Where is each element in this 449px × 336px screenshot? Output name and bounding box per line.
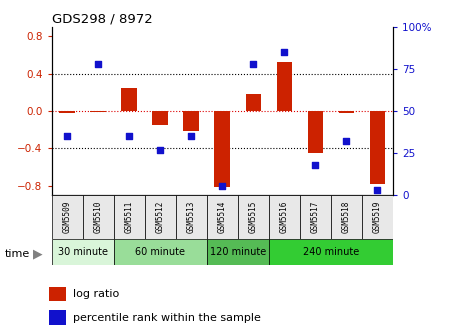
Bar: [90, 111, 106, 112]
FancyBboxPatch shape: [114, 239, 207, 265]
Text: percentile rank within the sample: percentile rank within the sample: [73, 312, 260, 323]
FancyBboxPatch shape: [52, 195, 83, 239]
Text: 60 minute: 60 minute: [135, 247, 185, 257]
Bar: [59, 111, 75, 113]
Text: GDS298 / 8972: GDS298 / 8972: [52, 13, 152, 26]
Text: GSM5513: GSM5513: [187, 201, 196, 233]
Bar: [370, 111, 385, 184]
FancyBboxPatch shape: [114, 195, 145, 239]
Text: 120 minute: 120 minute: [210, 247, 266, 257]
Text: GSM5518: GSM5518: [342, 201, 351, 233]
Text: ▶: ▶: [33, 247, 42, 260]
Bar: [153, 111, 168, 125]
Text: GSM5512: GSM5512: [156, 201, 165, 233]
FancyBboxPatch shape: [145, 195, 176, 239]
FancyBboxPatch shape: [331, 195, 362, 239]
Bar: [277, 62, 292, 111]
Bar: [246, 94, 261, 111]
Text: GSM5517: GSM5517: [311, 201, 320, 233]
Text: GSM5510: GSM5510: [94, 201, 103, 233]
Point: [374, 187, 381, 193]
Bar: [308, 111, 323, 153]
Text: 30 minute: 30 minute: [57, 247, 108, 257]
Text: time: time: [4, 249, 30, 259]
Point: [250, 61, 257, 67]
Text: GSM5515: GSM5515: [249, 201, 258, 233]
FancyBboxPatch shape: [176, 195, 207, 239]
FancyBboxPatch shape: [362, 195, 393, 239]
Text: 240 minute: 240 minute: [303, 247, 359, 257]
Point: [281, 49, 288, 55]
Point: [126, 133, 133, 139]
FancyBboxPatch shape: [238, 195, 269, 239]
FancyBboxPatch shape: [83, 195, 114, 239]
Point: [312, 162, 319, 167]
FancyBboxPatch shape: [52, 239, 114, 265]
FancyBboxPatch shape: [207, 239, 269, 265]
FancyBboxPatch shape: [300, 195, 331, 239]
Point: [343, 138, 350, 144]
Bar: [215, 111, 230, 187]
Text: GSM5516: GSM5516: [280, 201, 289, 233]
Point: [64, 133, 71, 139]
FancyBboxPatch shape: [269, 239, 393, 265]
Point: [157, 147, 164, 152]
Bar: [49, 310, 66, 325]
Point: [219, 184, 226, 189]
Text: GSM5511: GSM5511: [125, 201, 134, 233]
FancyBboxPatch shape: [207, 195, 238, 239]
Bar: [184, 111, 199, 131]
Text: log ratio: log ratio: [73, 289, 119, 299]
Text: GSM5514: GSM5514: [218, 201, 227, 233]
Bar: [49, 287, 66, 301]
FancyBboxPatch shape: [269, 195, 300, 239]
Text: GSM5509: GSM5509: [63, 201, 72, 233]
Text: GSM5519: GSM5519: [373, 201, 382, 233]
Bar: [339, 111, 354, 113]
Point: [188, 133, 195, 139]
Point: [95, 61, 102, 67]
Bar: [121, 88, 137, 111]
